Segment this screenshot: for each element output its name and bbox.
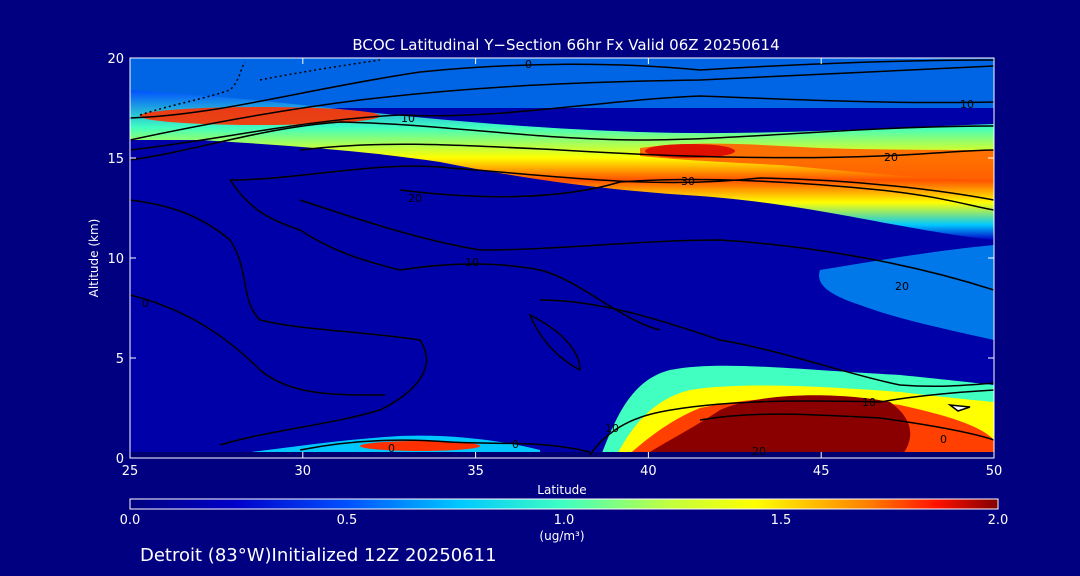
x-axis-ticks: 25 30 35 40 45 50 xyxy=(122,58,1003,479)
y-axis-ticks: 0 5 10 15 20 xyxy=(107,52,994,467)
contour-label: 0 xyxy=(512,438,519,451)
contour-line-dotted xyxy=(259,59,381,81)
colorbar xyxy=(129,498,999,510)
contour-line xyxy=(130,65,994,141)
upper-plume-band xyxy=(130,90,994,240)
contour-label: 10 xyxy=(605,422,619,435)
contour-line xyxy=(229,165,994,201)
contour-line xyxy=(589,389,994,456)
contour-line xyxy=(539,299,994,388)
contour-line xyxy=(299,199,994,291)
colorbar-tick-label: 1.0 xyxy=(554,513,575,528)
y-tick-label: 5 xyxy=(116,352,124,367)
x-tick-label: 35 xyxy=(467,464,484,479)
surface-plume-north-core xyxy=(640,395,911,458)
contour-label: 20 xyxy=(895,280,909,293)
contour-line xyxy=(528,313,581,372)
contour-line xyxy=(229,179,661,331)
contour-label: 10 xyxy=(465,256,479,269)
x-tick-label: 40 xyxy=(640,464,657,479)
colorbar-ticks: 0.0 0.5 1.0 1.5 2.0 xyxy=(120,513,1009,528)
x-tick-label: 45 xyxy=(813,464,830,479)
contour-line xyxy=(130,199,428,446)
contour-line-dotted xyxy=(139,61,246,116)
contour-label: 10 xyxy=(401,112,415,125)
footer-label: Detroit (83°W)Initialized 12Z 20250611 xyxy=(140,545,497,566)
x-tick-label: 50 xyxy=(986,464,1003,479)
contour-label: 0 xyxy=(142,297,149,310)
contour-label: 10 xyxy=(960,98,974,111)
contour-line xyxy=(299,143,994,159)
contour-line xyxy=(130,121,994,161)
x-tick-label: 25 xyxy=(122,464,139,479)
upper-haze xyxy=(130,58,994,108)
upper-plume-east-hotspot xyxy=(645,144,735,158)
y-tick-label: 0 xyxy=(116,452,124,467)
y-axis-label: Altitude (km) xyxy=(87,219,101,298)
ground-band xyxy=(130,452,994,458)
colorbar-tick-label: 2.0 xyxy=(988,513,1009,528)
y-tick-label: 15 xyxy=(107,152,124,167)
contour-line xyxy=(947,403,971,412)
contour-label: 20 xyxy=(408,192,422,205)
contour-label: 0 xyxy=(940,433,947,446)
contour-line xyxy=(399,178,994,211)
contour-line xyxy=(130,59,994,119)
contour-label: 20 xyxy=(884,151,898,164)
colorbar-tick-label: 0.0 xyxy=(120,513,141,528)
heatmap-area: 0 10 20 30 20 10 20 10 0 0 0 10 20 0 10 xyxy=(130,58,994,458)
y-tick-label: 20 xyxy=(107,52,124,67)
colorbar-tick-label: 0.5 xyxy=(337,513,358,528)
colorbar-tick-label: 1.5 xyxy=(771,513,792,528)
contour-label: 0 xyxy=(388,442,395,455)
y-tick-label: 10 xyxy=(107,252,124,267)
contour-line xyxy=(130,95,994,151)
contour-label: 0 xyxy=(525,58,532,71)
contour-line xyxy=(699,413,994,441)
contour-label: 20 xyxy=(752,445,766,458)
surface-plume-south-core xyxy=(360,441,480,451)
x-tick-label: 30 xyxy=(295,464,312,479)
contour-label: 10 xyxy=(862,396,876,409)
colorbar-unit: (ug/m³) xyxy=(539,529,584,543)
x-axis-label: Latitude xyxy=(537,483,586,497)
chart-title: BCOC Latitudinal Y−Section 66hr Fx Valid… xyxy=(352,36,779,54)
contour-labels: 0 10 20 30 20 10 20 10 0 0 0 10 20 0 10 xyxy=(142,58,974,458)
contour-line xyxy=(130,294,386,396)
mid-level-tongue xyxy=(819,245,994,340)
contour-line xyxy=(299,439,591,453)
contours xyxy=(130,59,994,456)
contour-label: 30 xyxy=(681,175,695,188)
